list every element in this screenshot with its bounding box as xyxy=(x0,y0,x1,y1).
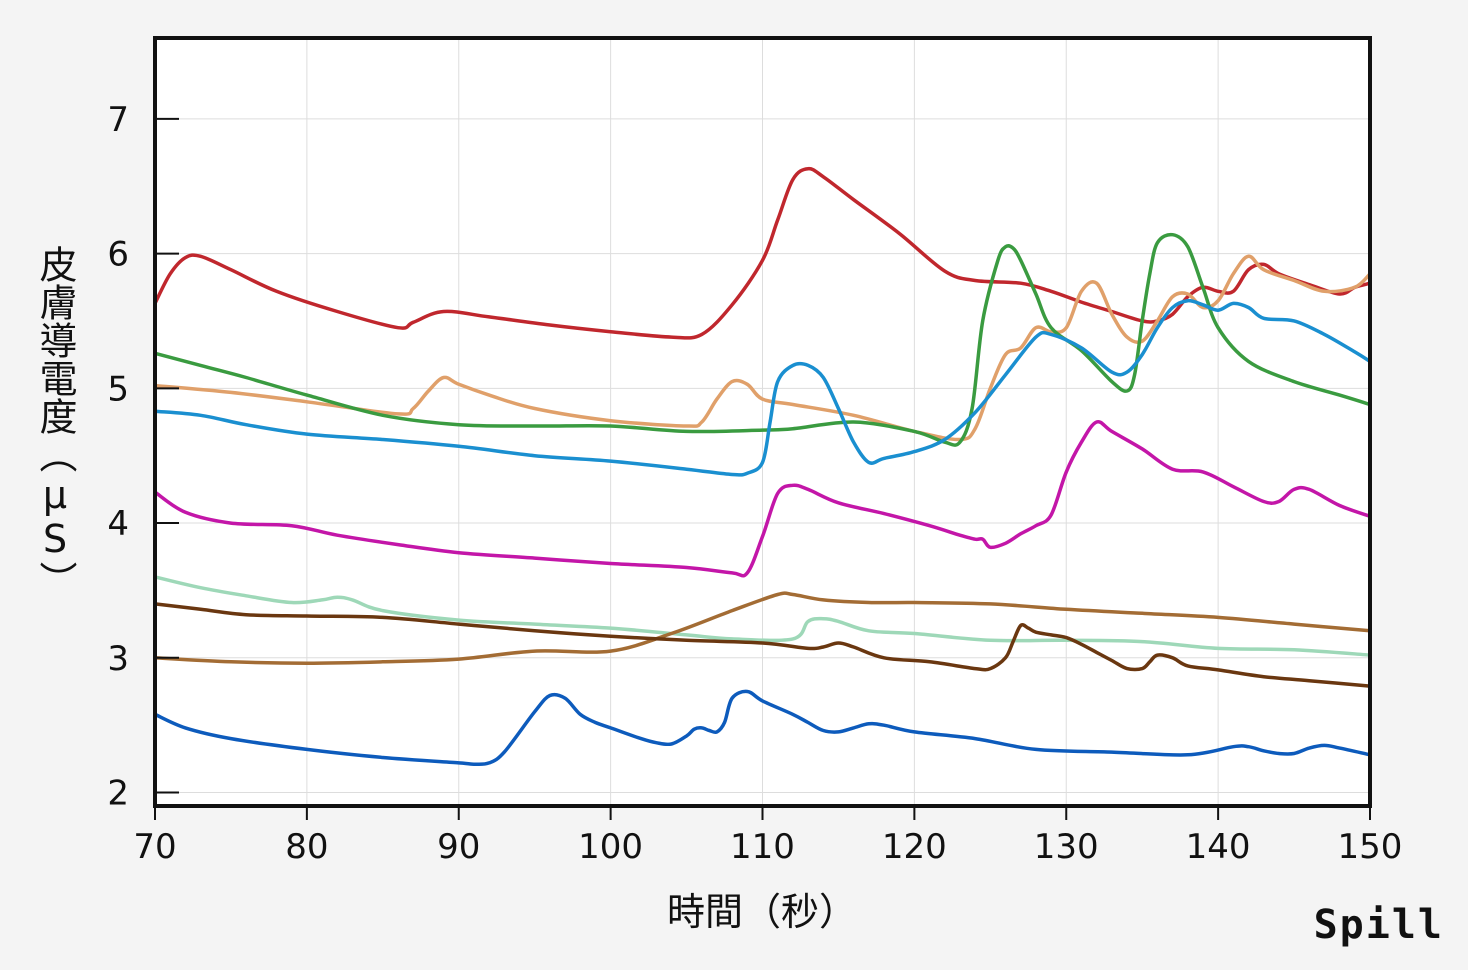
x-axis-title: 時間（秒） xyxy=(667,890,857,934)
series-line-7 xyxy=(153,591,1372,665)
plot-frame xyxy=(153,36,1372,808)
y-tick-label: 6 xyxy=(107,235,129,275)
series-line-3 xyxy=(153,232,1372,447)
series-line-9 xyxy=(153,689,1372,767)
y-tick-label: 4 xyxy=(107,504,129,544)
series-line-8 xyxy=(153,602,1372,688)
x-tick-label: 140 xyxy=(1186,827,1251,867)
x-tick-label: 80 xyxy=(285,827,328,867)
y-tick-label: 5 xyxy=(107,369,129,409)
series-line-4 xyxy=(153,298,1372,477)
x-tick-label: 130 xyxy=(1034,827,1099,867)
x-tick-label: 110 xyxy=(730,827,795,867)
x-tick-label: 90 xyxy=(437,827,480,867)
x-tick-label: 120 xyxy=(882,827,947,867)
series-lines xyxy=(153,166,1372,767)
spill-logo: Spill xyxy=(1313,902,1444,948)
grid xyxy=(155,38,1370,806)
y-axis-title: 皮膚導電度（μS） xyxy=(33,245,77,599)
x-tick-label: 70 xyxy=(133,827,176,867)
x-tick-label: 100 xyxy=(578,827,643,867)
series-line-1 xyxy=(153,166,1372,340)
axes: 70 80 90 100 110 120 130 140 150 2 3 4 5 6 7 xyxy=(107,36,1403,867)
x-tick-label: 150 xyxy=(1338,827,1403,867)
series-line-5 xyxy=(153,419,1372,578)
y-tick-label: 3 xyxy=(107,639,129,679)
series-line-6 xyxy=(153,575,1372,657)
y-tick-label: 2 xyxy=(107,774,129,814)
y-tick-label: 7 xyxy=(107,100,129,140)
